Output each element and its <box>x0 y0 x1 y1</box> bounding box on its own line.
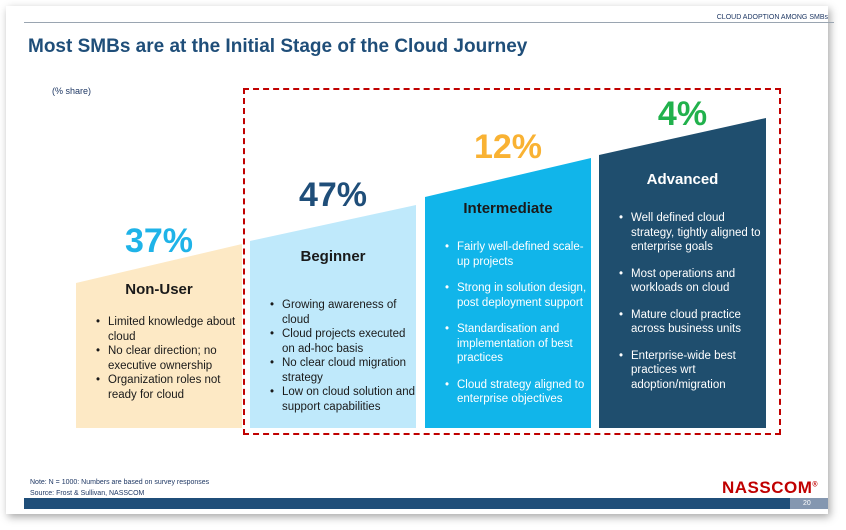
bullet-item: Strong in solution design, post deployme… <box>445 281 593 310</box>
stage-title-beginner: Beginner <box>300 248 366 265</box>
bullet-item: Low on cloud solution and support capabi… <box>270 385 418 414</box>
stage-title-intermediate: Intermediate <box>463 200 553 217</box>
unit-label: (% share) <box>52 86 92 96</box>
logo-text: NASSCOM <box>722 478 813 497</box>
page-title: Most SMBs are at the Initial Stage of th… <box>28 36 528 57</box>
source: Source: Frost & Sullivan, NASSCOM <box>30 490 145 497</box>
stage-bullets-intermediate: Fairly well-defined scale-up projects Str… <box>443 240 593 407</box>
bullet-item: Cloud strategy aligned to enterprise obj… <box>445 378 593 407</box>
bullet-item: Organization roles not ready for cloud <box>96 373 244 402</box>
bullet-item: Well defined cloud strategy, tightly ali… <box>619 211 768 255</box>
value-label-beginner: 47% <box>298 176 368 214</box>
highlight-box <box>243 88 781 435</box>
header-rule <box>24 22 834 23</box>
bullet-item: No clear direction; no executive ownersh… <box>96 344 244 373</box>
stage-title-advanced: Advanced <box>646 171 719 188</box>
note: Note: N = 1000: Numbers are based on sur… <box>30 479 210 486</box>
bullet-item: Cloud projects executed on ad-hoc basis <box>270 327 418 356</box>
footer-bar <box>24 498 790 509</box>
value-label-intermediate: 12% <box>473 128 543 166</box>
section-tag: CLOUD ADOPTION AMONG SMBs <box>716 14 828 21</box>
bullet-item: Growing awareness of cloud <box>270 298 418 327</box>
nasscom-logo: NASSCOM® <box>722 478 818 498</box>
bullet-item: Limited knowledge about cloud <box>96 315 244 344</box>
value-label-non-user: 37% <box>124 222 194 260</box>
bullet-item: Standardisation and implementation of be… <box>445 322 593 366</box>
stage-bullets-non-user: Limited knowledge about cloudNo clear di… <box>94 315 244 402</box>
bullet-item: Fairly well-defined scale-up projects <box>445 240 593 269</box>
logo-mark: ® <box>812 481 819 489</box>
footer-accent <box>790 498 828 509</box>
bullet-item: Most operations and workloads on cloud <box>619 267 768 296</box>
bullet-item: Enterprise-wide best practices wrt adopt… <box>619 349 768 393</box>
page-number: 20 <box>803 500 811 507</box>
value-label-advanced: 4% <box>657 95 708 133</box>
stage-bullets-beginner: Growing awareness of cloudCloud projects… <box>268 298 418 414</box>
stage-title-non-user: Non-User <box>125 281 193 298</box>
stage-bullets-advanced: Well defined cloud strategy, tightly ali… <box>617 211 768 392</box>
bullet-item: Mature cloud practice across business un… <box>619 308 768 337</box>
bullet-item: No clear cloud migration strategy <box>270 356 418 385</box>
